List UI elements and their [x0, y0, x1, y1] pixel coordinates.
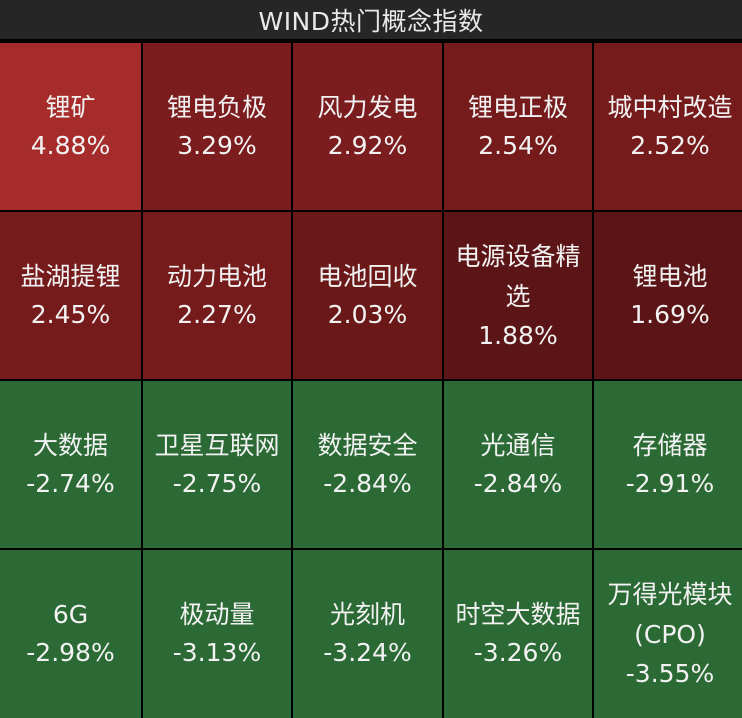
concept-tile-6g[interactable]: 6G -2.98%: [0, 550, 141, 718]
concept-change: -2.84%: [323, 468, 412, 498]
concept-name: 存储器: [632, 430, 708, 460]
concept-change: -3.26%: [473, 638, 563, 667]
concept-change: -2.74%: [26, 468, 115, 498]
concept-tile-salt-lake-lithium[interactable]: 盐湖提锂 2.45%: [0, 212, 141, 379]
concept-change: 2.52%: [630, 130, 710, 160]
concept-name: 动力电池: [166, 261, 267, 291]
concept-change: -2.98%: [26, 638, 115, 667]
concept-change: -2.75%: [172, 468, 262, 498]
concept-name: 盐湖提锂: [20, 261, 121, 291]
concept-tile-spatiotemporal-data[interactable]: 时空大数据 -3.26%: [444, 550, 592, 718]
concept-name: 锂电池: [632, 261, 708, 291]
concept-tile-memory[interactable]: 存储器 -2.91%: [594, 381, 742, 548]
concept-tile-anode[interactable]: 锂电负极 3.29%: [143, 43, 291, 210]
concept-tile-lithium-battery[interactable]: 锂电池 1.69%: [594, 212, 742, 379]
concept-tile-battery-recycling[interactable]: 电池回收 2.03%: [293, 212, 442, 379]
concept-heatmap-grid: 锂矿 4.88% 锂电负极 3.29% 风力发电 2.92% 锂电正极 2.54…: [0, 43, 742, 718]
concept-change: -3.55%: [625, 659, 715, 688]
concept-name: 城中村改造: [607, 92, 733, 122]
concept-name: 光刻机: [329, 600, 405, 629]
concept-name: 电源设备精选: [455, 241, 581, 311]
page-title: WIND热门概念指数: [258, 6, 484, 36]
concept-change: -3.24%: [323, 638, 412, 667]
concept-change: 2.54%: [478, 130, 558, 160]
concept-name: 大数据: [32, 430, 108, 460]
concept-change: 4.88%: [30, 130, 111, 160]
concept-name: 万得光模块(CPO): [607, 580, 733, 649]
concept-name: 光通信: [480, 430, 556, 460]
concept-tile-cathode[interactable]: 锂电正极 2.54%: [444, 43, 592, 210]
concept-tile-urban-village[interactable]: 城中村改造 2.52%: [594, 43, 742, 210]
concept-name: 锂电负极: [166, 92, 267, 122]
concept-change: 1.88%: [478, 320, 558, 350]
concept-tile-power-equipment[interactable]: 电源设备精选 1.88%: [444, 212, 592, 379]
concept-name: 电池回收: [317, 261, 418, 291]
concept-name: 6G: [52, 600, 89, 629]
concept-tile-power-battery[interactable]: 动力电池 2.27%: [143, 212, 291, 379]
concept-tile-big-data[interactable]: 大数据 -2.74%: [0, 381, 141, 548]
concept-name: 数据安全: [317, 430, 418, 460]
concept-tile-lithography[interactable]: 光刻机 -3.24%: [293, 550, 442, 718]
heatmap-title: WIND热门概念指数: [0, 0, 742, 41]
concept-change: 3.29%: [177, 130, 257, 160]
concept-name: 极动量: [179, 600, 255, 629]
concept-tile-momentum[interactable]: 极动量 -3.13%: [143, 550, 291, 718]
concept-name: 锂矿: [45, 92, 96, 122]
concept-change: 2.27%: [177, 299, 257, 329]
concept-change: 2.45%: [30, 299, 111, 329]
concept-tile-data-security[interactable]: 数据安全 -2.84%: [293, 381, 442, 548]
concept-change: -3.13%: [172, 638, 262, 667]
concept-tile-wind-power[interactable]: 风力发电 2.92%: [293, 43, 442, 210]
concept-change: 2.03%: [327, 299, 408, 329]
concept-name: 时空大数据: [455, 600, 581, 629]
concept-name: 风力发电: [317, 92, 418, 122]
concept-change: 2.92%: [327, 130, 408, 160]
concept-tile-optical-comm[interactable]: 光通信 -2.84%: [444, 381, 592, 548]
concept-name: 卫星互联网: [154, 430, 280, 460]
concept-tile-lithium-mine[interactable]: 锂矿 4.88%: [0, 43, 141, 210]
concept-change: -2.84%: [473, 468, 563, 498]
concept-change: -2.91%: [625, 468, 715, 498]
concept-name: 锂电正极: [467, 92, 568, 122]
concept-change: 1.69%: [630, 299, 710, 329]
concept-tile-satellite-internet[interactable]: 卫星互联网 -2.75%: [143, 381, 291, 548]
concept-tile-cpo[interactable]: 万得光模块(CPO) -3.55%: [594, 550, 742, 718]
